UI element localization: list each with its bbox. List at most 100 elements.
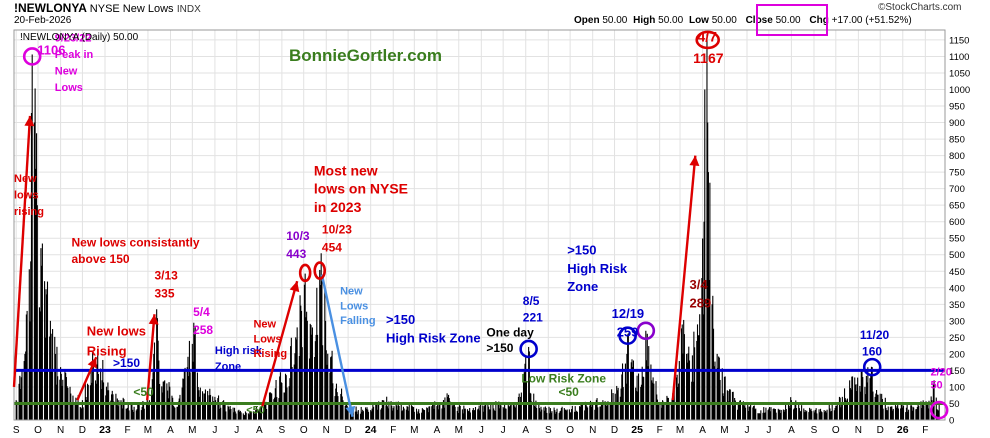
data-bar — [423, 409, 425, 420]
data-bar — [507, 403, 509, 420]
data-bar — [148, 400, 150, 420]
data-bar — [818, 409, 820, 420]
data-bar — [825, 410, 827, 420]
data-bar — [62, 379, 64, 420]
data-bar — [315, 334, 317, 420]
data-bar — [512, 404, 514, 420]
data-bar — [451, 404, 453, 420]
data-bar — [554, 410, 556, 420]
data-bar — [742, 402, 744, 420]
data-bar — [810, 408, 812, 420]
data-bar — [19, 375, 21, 420]
data-bar — [458, 405, 461, 420]
data-bar — [753, 406, 755, 420]
data-bar — [182, 378, 184, 420]
data-bar — [81, 400, 83, 420]
data-bar — [865, 375, 867, 420]
x-tick-label: S — [811, 425, 818, 436]
data-bar — [747, 410, 750, 420]
data-bar — [250, 412, 252, 420]
x-tick-label: N — [323, 425, 330, 436]
data-bar — [207, 390, 209, 420]
data-bar — [748, 406, 750, 420]
data-bar — [322, 345, 324, 420]
data-bar — [65, 377, 67, 420]
data-bar — [723, 395, 725, 420]
annotation-label: New — [14, 173, 37, 185]
data-bar — [637, 391, 639, 420]
data-bar — [626, 353, 628, 420]
annotation-label: rising — [14, 206, 44, 218]
data-bar — [544, 410, 546, 420]
data-bar — [137, 403, 140, 420]
data-bar — [815, 408, 817, 420]
y-tick-label: 550 — [949, 234, 965, 245]
data-bar — [894, 405, 897, 420]
data-bar — [585, 404, 587, 420]
x-tick-label: 26 — [897, 424, 909, 436]
data-bar — [879, 393, 881, 420]
data-bar — [921, 404, 923, 420]
data-bar — [546, 412, 548, 420]
x-tick-label: F — [657, 425, 663, 436]
data-bar — [836, 401, 838, 420]
annotation-label: lows — [14, 190, 38, 202]
data-bar — [23, 361, 25, 420]
data-bar — [910, 405, 912, 420]
data-bar — [651, 382, 653, 420]
data-bar — [472, 410, 474, 420]
data-bar — [653, 383, 655, 420]
data-bar — [76, 403, 78, 420]
data-bar — [548, 406, 550, 420]
data-bar — [244, 411, 247, 420]
data-bar — [219, 402, 221, 420]
data-bar — [707, 172, 709, 420]
data-bar — [397, 401, 399, 420]
data-bar — [177, 401, 180, 420]
data-bar — [357, 414, 359, 420]
data-bar — [747, 404, 749, 420]
data-bar — [474, 409, 476, 420]
data-bar — [239, 410, 241, 420]
data-bar — [269, 392, 271, 420]
data-bar — [525, 381, 528, 420]
data-bar — [222, 401, 224, 420]
data-bar — [872, 391, 874, 420]
data-bar — [765, 407, 767, 420]
data-bar — [758, 413, 760, 420]
data-bar — [375, 404, 377, 420]
data-bar — [645, 330, 647, 420]
data-bar — [183, 369, 185, 420]
data-bar — [661, 407, 663, 420]
annotation-label: High Risk — [567, 261, 628, 276]
y-tick-label: 950 — [949, 102, 965, 113]
data-bar — [721, 368, 723, 420]
data-bar — [488, 409, 490, 420]
x-tick-label: A — [522, 425, 529, 436]
data-bar — [303, 284, 305, 420]
data-bar — [220, 407, 222, 420]
data-bar — [319, 285, 322, 420]
data-bar — [852, 376, 854, 420]
x-tick-label: 23 — [99, 424, 111, 436]
data-bar — [431, 406, 433, 420]
data-bar — [500, 405, 502, 420]
data-bar — [408, 405, 410, 420]
data-bar — [738, 404, 740, 420]
data-bar — [860, 391, 862, 420]
annotation-label: Rising — [87, 344, 127, 359]
symbol: !NEWLONYA — [14, 1, 87, 15]
data-bar — [736, 409, 739, 420]
annotation-label: 8/5 — [523, 294, 540, 308]
data-bar — [375, 404, 378, 420]
x-tick-label: A — [699, 425, 706, 436]
data-bar — [647, 366, 649, 420]
data-bar — [469, 412, 471, 420]
annotation-label: 259 — [617, 324, 639, 339]
data-bar — [192, 361, 194, 420]
data-bar — [295, 337, 297, 420]
highlight-circle — [636, 321, 656, 341]
data-bar — [426, 408, 429, 420]
annotation-label: >150 — [386, 312, 415, 327]
data-bar — [696, 340, 698, 420]
